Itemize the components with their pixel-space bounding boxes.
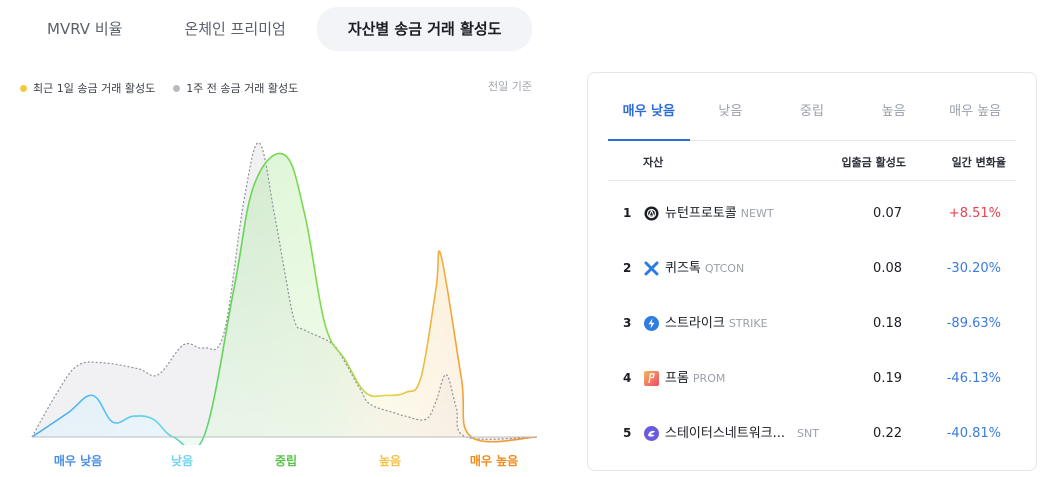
week-ago-line xyxy=(31,142,538,440)
row-rank: 1 xyxy=(623,206,632,220)
tab-onchain-premium[interactable]: 온체인 프리미엄 xyxy=(184,20,286,38)
legend-recent-label: 최근 1일 송금 거래 활성도 xyxy=(33,82,156,95)
asset-name: 스테이터스네트워크... xyxy=(665,426,786,441)
table-row[interactable]: 1 뉴턴프로토콜 NEWT 0.07 +8.51% xyxy=(608,186,1016,241)
row-activity-value: 0.08 xyxy=(873,261,902,276)
table-row[interactable]: 3 스트라이크 STRIKE 0.18 -89.63% xyxy=(608,296,1016,351)
activity-distribution-chart xyxy=(31,142,538,445)
recent-line xyxy=(31,152,538,445)
basis-note: 전일 기준 xyxy=(488,80,532,93)
row-daily-change: +8.51% xyxy=(948,206,1001,221)
legend-week-dot xyxy=(173,84,181,92)
asset-symbol: SNT xyxy=(797,427,819,440)
row-activity-value: 0.19 xyxy=(873,371,902,386)
asset-symbol: QTCON xyxy=(704,262,745,275)
tab-neutral[interactable]: 중립 xyxy=(800,104,824,119)
snt-icon xyxy=(644,426,659,441)
row-asset-name: 스트라이크 STRIKE xyxy=(665,296,768,351)
table-row[interactable]: 4 프롬 PROM 0.19 -46.13% xyxy=(608,351,1016,406)
asset-symbol: NEWT xyxy=(740,207,774,220)
ranking-card: 매우 낮음 낮음 중립 높음 매우 높음 자산 입출금 활성도 일간 변화율 1… xyxy=(587,72,1037,471)
tab-asset-transfer-activity[interactable]: 자산별 송금 거래 활성도 xyxy=(316,7,533,51)
row-daily-change: -89.63% xyxy=(946,316,1001,331)
row-activity-value: 0.22 xyxy=(873,426,902,441)
row-asset-name: 뉴턴프로토콜 NEWT xyxy=(665,186,774,241)
x-axis-label: 낮음 xyxy=(170,454,194,468)
asset-symbol: PROM xyxy=(692,372,726,385)
table-row[interactable]: 2 퀴즈톡 QTCON 0.08 -30.20% xyxy=(608,241,1016,296)
row-daily-change: -40.81% xyxy=(946,426,1001,441)
row-asset-name: 스테이터스네트워크... SNT xyxy=(665,406,819,461)
x-axis-label: 매우 높음 xyxy=(469,454,519,468)
asset-symbol: STRIKE xyxy=(728,317,768,330)
x-axis-label: 중립 xyxy=(274,454,298,468)
x-axis-label: 매우 낮음 xyxy=(53,454,103,468)
recent-area-fade xyxy=(32,153,537,445)
tab-very-low[interactable]: 매우 낮음 xyxy=(608,93,690,141)
row-asset-name: 프롬 PROM xyxy=(665,351,725,406)
legend-recent-dot xyxy=(20,84,27,92)
row-daily-change: -30.20% xyxy=(946,261,1001,276)
newt-icon xyxy=(644,206,659,221)
x-axis-label: 높음 xyxy=(378,454,402,468)
row-activity-value: 0.07 xyxy=(873,206,902,221)
qtcon-icon xyxy=(644,261,659,276)
tab-low[interactable]: 낮음 xyxy=(718,104,743,119)
tab-mvrv-ratio[interactable]: MVRV 비율 xyxy=(47,20,123,38)
top-tabs: MVRV 비율 온체인 프리미엄 자산별 송금 거래 활성도 xyxy=(16,7,533,51)
row-asset-name: 퀴즈톡 QTCON xyxy=(665,241,744,296)
row-rank: 3 xyxy=(623,316,632,330)
legend-week-label: 1주 전 송금 거래 활성도 xyxy=(186,82,299,95)
tab-very-high[interactable]: 매우 높음 xyxy=(949,104,1002,119)
row-rank: 4 xyxy=(623,371,632,385)
row-activity-value: 0.18 xyxy=(873,316,902,331)
row-rank: 2 xyxy=(623,261,632,275)
table-row[interactable]: 5 스테이터스네트워크... SNT 0.22 -40.81% xyxy=(608,406,1016,461)
strike-icon xyxy=(644,316,659,331)
x-axis-labels: 매우 낮음 낮음 중립 높음 매우 높음 xyxy=(20,452,540,470)
activity-level-tabs: 매우 낮음 낮음 중립 높음 매우 높음 xyxy=(608,93,1016,141)
legend-recent: 최근 1일 송금 거래 활성도 xyxy=(20,80,155,96)
asset-name: 프롬 xyxy=(665,371,689,386)
asset-name: 스트라이크 xyxy=(665,316,725,331)
table-header: 자산 입출금 활성도 일간 변화율 xyxy=(608,141,1016,181)
chart-legend: 최근 1일 송금 거래 활성도 1주 전 송금 거래 활성도 xyxy=(20,80,316,96)
header-asset: 자산 xyxy=(643,156,664,169)
header-change: 일간 변화율 xyxy=(951,156,1006,169)
tab-high[interactable]: 높음 xyxy=(881,104,906,119)
asset-name: 뉴턴프로토콜 xyxy=(665,206,737,221)
header-activity: 입출금 활성도 xyxy=(841,156,906,169)
legend-week: 1주 전 송금 거래 활성도 xyxy=(173,80,298,96)
prom-icon xyxy=(644,371,659,386)
asset-name: 퀴즈톡 xyxy=(665,261,701,276)
row-rank: 5 xyxy=(623,426,632,440)
row-daily-change: -46.13% xyxy=(946,371,1001,386)
